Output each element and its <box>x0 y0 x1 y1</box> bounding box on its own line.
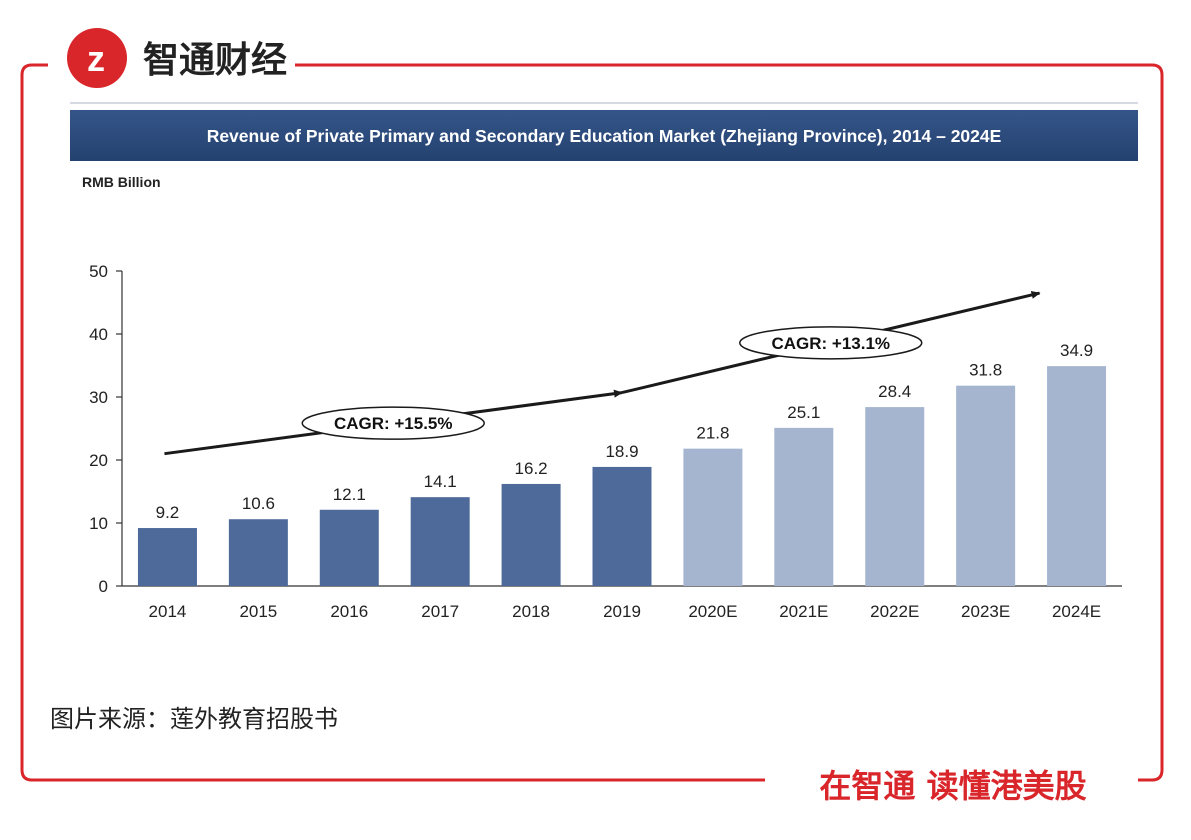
logo-text: 智通财经 <box>143 40 287 81</box>
x-tick-label-2024E: 2024E <box>1052 602 1101 621</box>
chart-title: Revenue of Private Primary and Secondary… <box>207 126 1002 146</box>
x-axis-labels: 2014 2015 2016 2017 2018 2019 2020E 2021E 2022E 2… <box>149 602 1102 621</box>
logo-circle-icon <box>67 28 127 88</box>
value-label-2019: 18.9 <box>605 442 638 461</box>
value-label-2020E: 21.8 <box>696 424 729 443</box>
y-axis-ticks: 0 10 20 30 40 50 <box>89 262 122 596</box>
logo-mark-text: z <box>87 38 105 79</box>
y-tick-label: 40 <box>89 325 108 344</box>
value-label-2021E: 25.1 <box>787 403 820 422</box>
bar-2014 <box>137 528 197 586</box>
x-tick-label-2019: 2019 <box>603 602 641 621</box>
bar-2020E <box>683 448 743 586</box>
value-label-2016: 12.1 <box>333 485 366 504</box>
unit-label: RMB Billion <box>82 174 161 190</box>
y-tick-label: 10 <box>89 514 108 533</box>
slogan-background <box>766 766 1138 796</box>
value-label-2018: 16.2 <box>515 459 548 478</box>
value-label-2023E: 31.8 <box>969 361 1002 380</box>
x-tick-label-2023E: 2023E <box>961 602 1010 621</box>
x-tick-label-2017: 2017 <box>421 602 459 621</box>
bar-2021E <box>774 427 834 586</box>
bar-2018 <box>501 483 561 586</box>
y-tick-label: 30 <box>89 388 108 407</box>
bar-2019 <box>592 466 652 586</box>
slogan: 在智通 读懂港美股 <box>819 767 1086 805</box>
value-labels: 9.2 10.6 12.1 14.1 16.2 18.9 21.8 25.1 28.4 31.8 3… <box>156 341 1093 522</box>
x-tick-label-2014: 2014 <box>149 602 187 621</box>
cagr-label-2: CAGR: +13.1% <box>771 334 890 353</box>
bar-2022E <box>865 407 925 586</box>
value-label-2017: 14.1 <box>424 472 457 491</box>
bar-2024E <box>1047 366 1107 586</box>
x-tick-label-2022E: 2022E <box>870 602 919 621</box>
brand-frame <box>20 63 1164 782</box>
value-label-2022E: 28.4 <box>878 382 911 401</box>
x-tick-label-2020E: 2020E <box>688 602 737 621</box>
value-label-2014: 9.2 <box>156 503 180 522</box>
x-tick-label-2021E: 2021E <box>779 602 828 621</box>
bar-2015 <box>228 519 288 586</box>
y-tick-label: 20 <box>89 451 108 470</box>
bar-2023E <box>956 385 1016 586</box>
x-tick-label-2015: 2015 <box>239 602 277 621</box>
bar-2016 <box>319 509 379 586</box>
value-label-2015: 10.6 <box>242 494 275 513</box>
y-tick-label: 0 <box>99 577 108 596</box>
y-tick-label: 50 <box>89 262 108 281</box>
x-tick-label-2018: 2018 <box>512 602 550 621</box>
value-label-2024E: 34.9 <box>1060 341 1093 360</box>
cagr-bubble-1 <box>301 406 485 440</box>
bars <box>137 366 1107 586</box>
cagr-bubble-2 <box>739 326 923 360</box>
x-tick-label-2016: 2016 <box>330 602 368 621</box>
source-note: 图片来源：莲外教育招股书 <box>50 705 338 733</box>
cagr-label-1: CAGR: +15.5% <box>334 414 453 433</box>
bar-2017 <box>410 497 470 586</box>
cagr-trend: CAGR: +15.5% CAGR: +13.1% <box>164 291 1041 456</box>
brand-logo: z 智通财经 <box>67 28 287 88</box>
chart-title-bar <box>70 110 1138 161</box>
